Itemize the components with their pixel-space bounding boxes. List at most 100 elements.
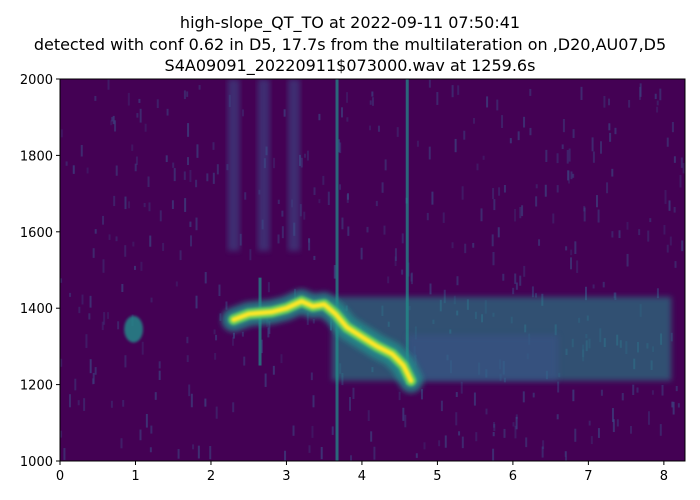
x-tick-label: 7 [584,469,592,484]
noise-speck [444,435,447,448]
noise-speck [473,392,476,406]
noise-speck [188,384,191,397]
noise-speck [456,276,459,286]
chart-title-line-3: S4A09091_20220911$073000.wav at 1259.6s [164,56,536,75]
noise-speck [150,297,153,303]
noise-speck [273,157,276,169]
noise-speck [651,390,654,395]
noise-speck [603,95,606,108]
noise-speck [556,185,559,193]
noise-speck [626,253,629,267]
noise-speck [443,289,446,304]
noise-speck [679,174,682,188]
noise-speck [572,173,575,178]
noise-speck [523,265,526,277]
noise-speck [387,276,390,284]
noise-speck [473,118,476,124]
noise-speck [461,186,464,200]
noise-speck [144,123,147,132]
noise-speck [213,329,216,335]
noise-speck [121,283,124,293]
noise-speck [78,306,81,314]
vertical-streak [335,79,339,461]
noise-speck [621,393,624,401]
noise-speck [613,292,616,299]
noise-speck [410,273,413,282]
noise-speck [280,354,283,364]
noise-speck [440,400,443,412]
noise-speck [150,425,153,434]
noise-speck [515,416,518,430]
noise-speck [457,85,460,95]
noise-speck [572,129,575,138]
noise-speck [60,358,63,367]
noise-speck [517,131,520,141]
noise-speck [673,206,676,213]
noise-speck [183,171,186,180]
noise-speck [491,234,494,247]
noise-speck [239,233,242,246]
noise-speck [367,410,370,422]
noise-speck [308,445,311,453]
noise-speck [501,115,504,129]
noise-speck [535,184,538,189]
noise-speck [572,389,575,402]
noise-speck [267,282,270,293]
noise-speck [89,359,92,374]
x-tick-label: 0 [56,469,64,484]
noise-speck [514,208,517,222]
noise-speck [347,193,350,200]
noise-speck [162,242,165,251]
noise-speck [567,170,570,181]
y-tick-label: 1200 [20,379,53,394]
noise-speck [381,182,384,193]
noise-speck [299,154,302,166]
noise-speck [166,108,169,116]
noise-speck [503,428,506,438]
noise-speck [519,206,522,219]
noise-speck [396,127,399,137]
noise-speck [215,406,218,419]
chart-title-line-2: detected with conf 0.62 in D5, 17.7s fro… [33,35,667,54]
noise-speck [534,293,537,298]
noise-speck [346,117,349,122]
noise-speck [103,312,106,325]
noise-speck [267,327,270,338]
noise-speck [77,400,80,406]
noise-speck [264,373,267,387]
noise-speck [541,446,544,458]
noise-speck [497,227,500,238]
noise-speck [512,287,515,295]
noise-speck [451,242,454,249]
plot-frame [59,78,686,462]
noise-speck [69,292,72,297]
noise-speck [531,286,534,298]
noise-speck [492,448,495,461]
upper-streak [257,79,270,251]
noise-speck [591,137,594,152]
noise-speck [671,122,674,133]
noise-speck [461,436,464,449]
upper-streak [227,79,240,251]
noise-speck [485,408,488,415]
noise-speck [339,184,342,190]
noise-speck [86,167,89,174]
noise-speck [94,229,97,234]
noise-speck [313,255,316,260]
noise-speck [171,200,174,209]
noise-speck [608,98,611,106]
noise-speck [65,161,68,166]
noise-speck [277,199,280,204]
noise-speck [313,187,316,195]
noise-speck [232,332,235,339]
noise-speck [120,438,123,449]
noise-speck [327,191,330,206]
noise-speck [666,137,669,147]
noise-speck [639,86,642,100]
noise-speck [212,172,215,184]
noise-speck [80,144,83,157]
noise-speck [584,286,587,301]
noise-speck [492,188,495,200]
noise-speck [360,247,363,260]
x-tick-label: 2 [207,469,215,484]
